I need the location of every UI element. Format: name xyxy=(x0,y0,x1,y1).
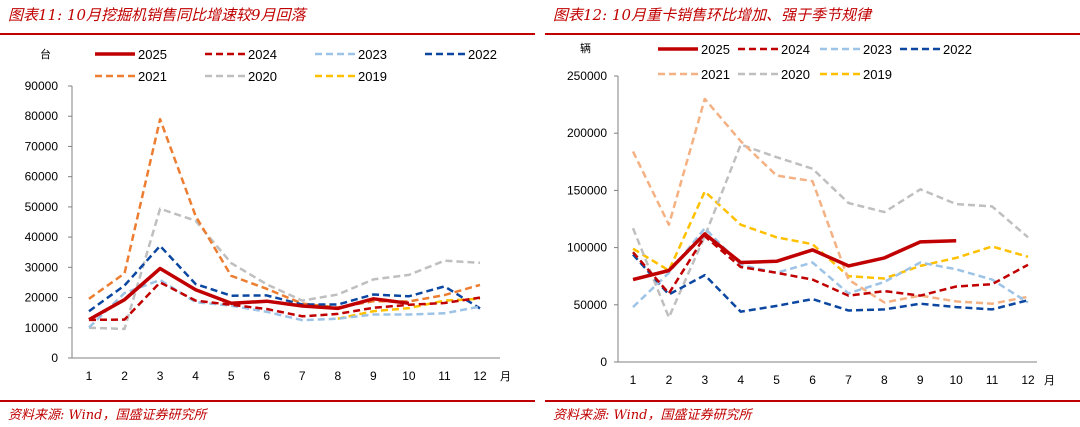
series-line-2024 xyxy=(88,281,481,322)
legend-item-2024: 2024 xyxy=(738,42,810,57)
legend-item-2020: 2020 xyxy=(738,67,810,82)
legend-item-2022: 2022 xyxy=(425,47,497,62)
legend-label: 2022 xyxy=(943,42,972,57)
x-tick-label: 6 xyxy=(263,369,270,383)
legend-label: 2023 xyxy=(358,47,387,62)
series-line-2023 xyxy=(88,278,481,329)
legend-label: 2022 xyxy=(468,47,497,62)
series-line-2023 xyxy=(632,226,1029,309)
series-line-2022 xyxy=(88,244,481,313)
x-tick-label: 4 xyxy=(737,373,744,387)
series-line-2021 xyxy=(88,117,481,309)
x-tick-label: 7 xyxy=(299,369,306,383)
legend-label: 2023 xyxy=(863,42,892,57)
series-line-2020 xyxy=(88,207,481,331)
legend-item-2023: 2023 xyxy=(820,42,892,57)
source-divider xyxy=(545,400,1080,402)
legend-label: 2021 xyxy=(701,67,730,82)
y-unit-label: 辆 xyxy=(580,41,591,55)
chart-panel-heavy-truck: 图表12: 10月重卡销售环比增加、强于季节规律 辆 0 50000 100000 15… xyxy=(545,0,1080,427)
legend-item-2021: 2021 xyxy=(658,67,730,82)
legend-label: 2021 xyxy=(138,69,167,84)
legend-label: 2019 xyxy=(358,69,387,84)
x-tick-label: 10 xyxy=(950,373,964,387)
x-tick-label: 8 xyxy=(334,369,341,383)
x-unit-label: 月 xyxy=(500,370,511,383)
series-line-2025 xyxy=(632,232,957,282)
source-note: 资料来源: Wind，国盛证券研究所 xyxy=(8,408,207,423)
y-tick-label: 70000 xyxy=(25,139,59,153)
x-tick-label: 5 xyxy=(773,373,780,387)
y-tick-label: 30000 xyxy=(25,260,59,274)
series-line-2024 xyxy=(632,234,1029,297)
legend-item-2022: 2022 xyxy=(900,42,972,57)
y-tick-label: 90000 xyxy=(25,79,59,93)
x-tick-label: 3 xyxy=(157,369,164,383)
source-divider xyxy=(0,400,535,402)
x-unit-label: 月 xyxy=(1044,374,1055,387)
series-line-2019 xyxy=(337,297,481,320)
y-tick-label: 0 xyxy=(600,355,607,369)
legend-label: 2024 xyxy=(781,42,810,57)
x-tick-label: 3 xyxy=(701,373,708,387)
y-tick-label: 20000 xyxy=(25,291,59,305)
series-line-2025 xyxy=(88,266,410,322)
x-tick-label: 9 xyxy=(917,373,924,387)
line-chart-excavator: 台 0 10000 20000 30000 40000 50000 60000 70000 800… xyxy=(25,47,511,383)
series-line-2021 xyxy=(631,97,1029,305)
title-divider xyxy=(0,33,535,35)
y-tick-label: 150000 xyxy=(567,183,607,197)
series-line-2022 xyxy=(632,253,1029,313)
chart-title: 图表12: 10月重卡销售环比增加、强于季节规律 xyxy=(553,6,871,24)
legend-item-2019: 2019 xyxy=(315,69,387,84)
legend-item-2021: 2021 xyxy=(95,69,167,84)
legend-item-2020: 2020 xyxy=(205,69,277,84)
series-line-2020 xyxy=(631,143,1029,319)
legend-label: 2019 xyxy=(863,67,892,82)
x-tick-label: 6 xyxy=(809,373,816,387)
x-tick-label: 7 xyxy=(845,373,852,387)
y-unit-label: 台 xyxy=(40,47,51,61)
series-line-2019 xyxy=(632,190,1029,280)
x-tick-label: 10 xyxy=(402,369,416,383)
x-tick-label: 2 xyxy=(121,369,128,383)
legend-label: 2020 xyxy=(781,67,810,82)
x-tick-label: 12 xyxy=(1021,373,1035,387)
x-tick-label: 11 xyxy=(438,369,451,383)
source-note: 资料来源: Wind，国盛证券研究所 xyxy=(553,408,752,423)
x-tick-label: 1 xyxy=(630,373,637,387)
x-tick-label: 2 xyxy=(666,373,673,387)
legend-item-2024: 2024 xyxy=(205,47,277,62)
chart-title: 图表11: 10月挖掘机销售同比增速较9月回落 xyxy=(8,6,306,24)
x-tick-label: 1 xyxy=(86,369,93,383)
y-tick-label: 200000 xyxy=(567,126,607,140)
y-tick-label: 100000 xyxy=(567,241,607,255)
x-tick-label: 12 xyxy=(473,369,487,383)
legend-item-2025: 2025 xyxy=(658,42,730,57)
chart-panel-excavator: 图表11: 10月挖掘机销售同比增速较9月回落 台 0 10000 20000 3000… xyxy=(0,0,535,427)
x-tick-label: 9 xyxy=(370,369,377,383)
y-tick-label: 50000 xyxy=(25,200,59,214)
y-tick-label: 80000 xyxy=(25,109,59,123)
legend-label: 2025 xyxy=(701,42,730,57)
title-divider xyxy=(545,33,1080,35)
legend-item-2019: 2019 xyxy=(820,67,892,82)
x-tick-label: 8 xyxy=(881,373,888,387)
y-tick-label: 50000 xyxy=(574,298,608,312)
legend-label: 2024 xyxy=(248,47,277,62)
x-tick-label: 5 xyxy=(228,369,235,383)
y-tick-label: 10000 xyxy=(25,321,59,335)
legend-label: 2025 xyxy=(138,47,167,62)
x-tick-label: 11 xyxy=(986,373,999,387)
y-tick-label: 40000 xyxy=(25,230,59,244)
x-tick-label: 4 xyxy=(192,369,199,383)
y-tick-label: 0 xyxy=(51,351,58,365)
legend-item-2023: 2023 xyxy=(315,47,387,62)
legend-label: 2020 xyxy=(248,69,277,84)
y-tick-label: 250000 xyxy=(567,69,607,83)
legend-item-2025: 2025 xyxy=(95,47,167,62)
y-tick-label: 60000 xyxy=(25,170,59,184)
